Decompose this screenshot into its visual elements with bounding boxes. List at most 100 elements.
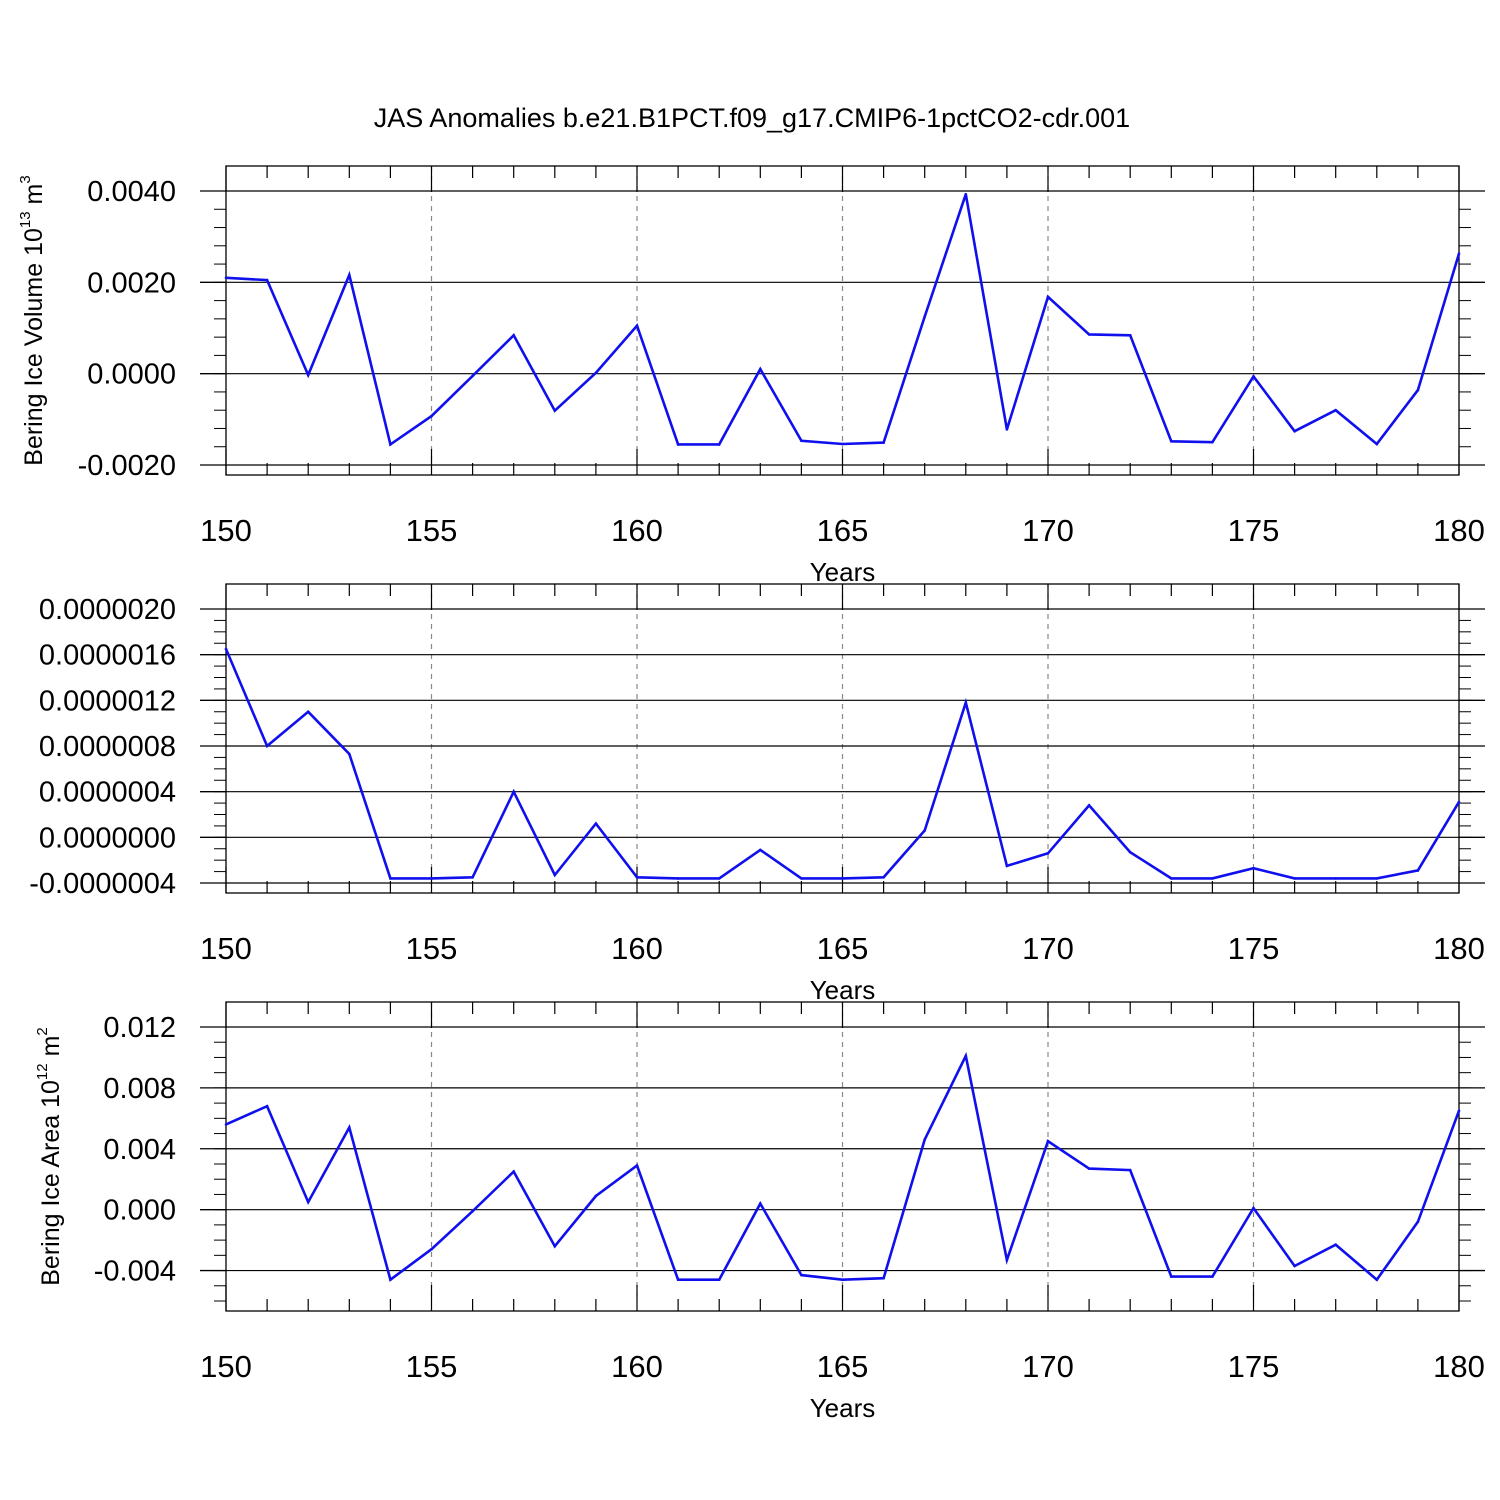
data-point — [676, 877, 680, 880]
y-axis-label-exp: 13 — [17, 211, 34, 228]
data-point — [635, 324, 639, 328]
data-point — [1375, 1278, 1379, 1281]
data-point — [389, 443, 392, 446]
data-point — [265, 744, 269, 748]
data-point — [224, 647, 228, 651]
data-point — [841, 442, 844, 446]
data-point — [882, 441, 885, 444]
x-tick-label: 165 — [817, 931, 869, 966]
data-point — [1416, 388, 1420, 392]
data-point — [512, 334, 515, 337]
data-point — [430, 1247, 433, 1251]
data-point — [1087, 333, 1091, 336]
x-tick-label: 150 — [200, 1349, 252, 1384]
y-axis-label-text: Bering Ice Area 10 — [37, 1080, 65, 1286]
data-point — [471, 374, 474, 378]
data-point — [923, 829, 926, 832]
data-point — [224, 276, 228, 280]
y-tick-label: 0.004 — [103, 1134, 176, 1166]
x-tick-label: 175 — [1228, 931, 1280, 966]
data-point — [800, 439, 803, 443]
data-point — [1252, 375, 1255, 378]
data-point — [512, 790, 515, 793]
data-point — [1128, 1168, 1132, 1172]
y-axis-label-text: Bering Ice Volume 10 — [20, 228, 48, 466]
data-point — [964, 192, 968, 196]
data-point — [1457, 800, 1461, 804]
data-point — [1087, 804, 1091, 807]
data-point — [800, 1273, 803, 1277]
data-point — [389, 1278, 392, 1281]
y-tick-label: 0.0000000 — [39, 822, 176, 854]
y-axis-label-exp: 12 — [34, 1063, 51, 1080]
data-point — [512, 1170, 515, 1173]
data-point — [1293, 429, 1296, 433]
x-tick-label: 160 — [611, 513, 663, 548]
y-tick-label: 0.0020 — [87, 267, 176, 299]
data-point — [923, 315, 926, 318]
data-point — [306, 373, 310, 377]
x-tick-label: 170 — [1022, 931, 1074, 966]
x-tick-label: 160 — [611, 931, 663, 966]
data-point — [1416, 869, 1420, 872]
data-point — [1457, 252, 1461, 255]
figure-title: JAS Anomalies b.e21.B1PCT.f09_g17.CMIP6-… — [374, 103, 1130, 133]
y-tick-label: 0.000 — [103, 1195, 176, 1227]
x-tick-label: 170 — [1022, 1349, 1074, 1384]
data-point — [1375, 442, 1379, 446]
y-tick-label: 0.0000 — [87, 359, 176, 391]
data-point — [471, 1209, 474, 1213]
y-tick-label: 0.0000020 — [39, 594, 176, 626]
x-tick-label: 155 — [406, 513, 458, 548]
y-axis-label-unit-exp: 2 — [34, 1027, 51, 1035]
data-point — [1128, 850, 1132, 854]
x-axis-label: Years — [810, 557, 876, 587]
data-point — [1416, 1220, 1420, 1224]
data-point — [717, 877, 721, 880]
y-tick-label: 0.012 — [103, 1012, 176, 1044]
data-point — [265, 278, 269, 282]
data-point — [1128, 334, 1132, 337]
data-point — [265, 1104, 269, 1108]
y-axis-label: Bering Ice Area 1012 m2 — [34, 1027, 65, 1286]
data-point — [1293, 877, 1296, 880]
data-point — [1005, 428, 1009, 431]
data-point — [800, 877, 803, 880]
x-tick-label: 160 — [611, 1349, 663, 1384]
data-point — [676, 443, 680, 446]
data-point — [1334, 408, 1337, 412]
data-point — [553, 409, 557, 412]
data-point — [759, 1202, 762, 1205]
data-point — [430, 414, 433, 418]
data-point — [717, 443, 721, 446]
y-axis-label-unit: m — [37, 1036, 65, 1064]
x-axis-label: Years — [810, 1393, 876, 1423]
x-tick-label: 175 — [1228, 513, 1280, 548]
data-point — [1046, 1139, 1050, 1143]
y-tick-label: 0.0000004 — [39, 777, 176, 809]
x-axis-label: Years — [810, 975, 876, 1005]
y-tick-label: -0.0020 — [78, 450, 176, 482]
data-point — [224, 1123, 228, 1126]
data-point — [841, 1278, 844, 1281]
y-tick-label: 0.0000012 — [39, 685, 176, 717]
data-point — [1211, 1275, 1214, 1278]
data-point — [635, 1164, 639, 1167]
data-point — [1170, 877, 1173, 880]
y-tick-label: -0.0000004 — [29, 868, 176, 900]
data-point — [1005, 1258, 1009, 1262]
data-point — [1293, 1264, 1296, 1268]
y-axis-label: Bering Ice Volume 1013 m3 — [17, 175, 48, 465]
x-tick-label: 155 — [406, 931, 458, 966]
x-tick-label: 180 — [1433, 1349, 1485, 1384]
panel-1: -0.0020 0.0000 0.0020 0.0040 150 155 160 165 170… — [17, 165, 1485, 587]
data-point — [717, 1278, 721, 1281]
y-tick-label: 0.008 — [103, 1073, 176, 1105]
data-point — [759, 848, 762, 852]
y-tick-label: 0.0000008 — [39, 731, 176, 763]
data-point — [964, 1054, 968, 1058]
x-tick-label: 165 — [817, 513, 869, 548]
data-point — [1334, 877, 1337, 880]
data-point — [1252, 866, 1255, 870]
